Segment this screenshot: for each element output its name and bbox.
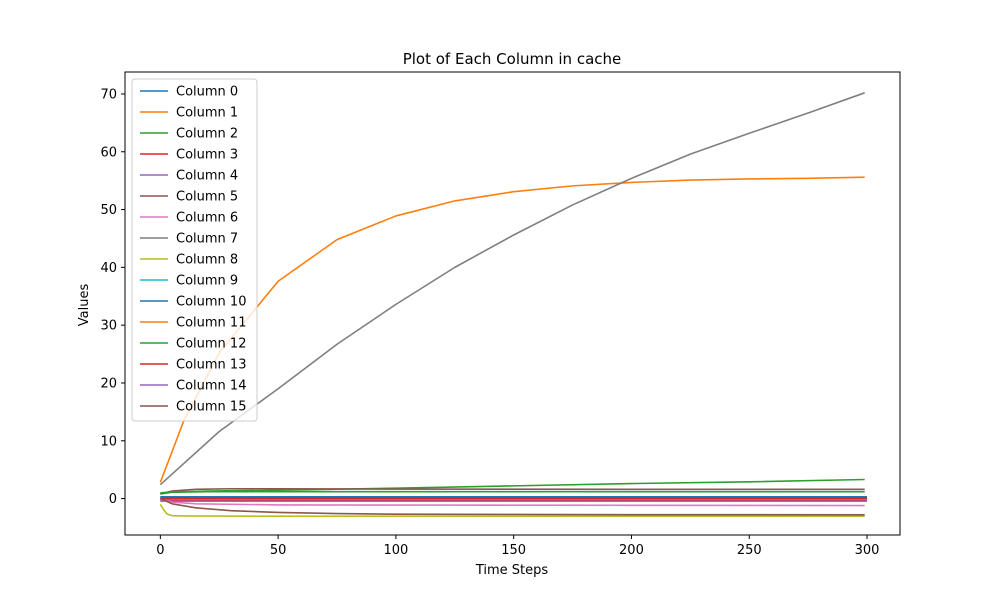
legend-label-column-14: Column 14 [176,379,246,394]
x-tick-label: 50 [270,543,287,558]
y-tick-label: 60 [100,145,117,160]
legend-label-column-4: Column 4 [176,169,238,184]
x-axis-title: Time Steps [475,563,549,578]
legend-label-column-7: Column 7 [176,232,238,247]
legend-label-column-12: Column 12 [176,337,246,352]
axes: 0 50 100 150 200 250 300 0 10 20 30 40 50 60 70 [100,71,901,558]
legend-label-column-6: Column 6 [176,211,238,226]
legend-label-column-10: Column 10 [176,295,246,310]
legend-label-column-0: Column 0 [176,85,238,100]
series-line-column-12 [160,490,865,494]
x-tick-label: 200 [619,543,644,558]
y-tick-label: 0 [109,492,117,507]
legend-label-column-8: Column 8 [176,253,238,268]
y-tick-label: 50 [100,203,117,218]
y-axis-title: Values [77,284,92,327]
series-line-column-15 [160,497,865,516]
legend-label-column-13: Column 13 [176,358,246,373]
legend-label-column-9: Column 9 [176,274,238,289]
y-tick-label: 70 [100,87,117,102]
series-line-column-8 [159,503,865,518]
chart-title: Plot of Each Column in cache [403,50,622,68]
y-tick-label: 10 [100,434,117,449]
x-tick-label: 100 [383,543,408,558]
legend-label-column-11: Column 11 [176,316,246,331]
legend-box [131,78,258,422]
plot-frame [124,71,901,536]
x-tick-label: 250 [737,543,762,558]
x-tick-label: 150 [501,543,526,558]
plot-area [159,92,868,518]
legend-label-column-15: Column 15 [176,400,246,415]
y-tick-label: 20 [100,376,117,391]
series-lines [159,92,868,518]
series-line-column-5 [160,487,865,495]
legend-label-column-1: Column 1 [176,106,238,121]
legend-label-column-5: Column 5 [176,190,238,205]
x-tick-label: 300 [855,543,880,558]
legend: Column 0 Column 1 Column 2 Column 3 Column 4… [131,78,258,422]
y-tick-label: 30 [100,319,117,334]
legend-label-column-3: Column 3 [176,148,238,163]
series-line-column-7 [159,92,865,486]
y-tick-label: 40 [100,261,117,276]
x-tick-label: 0 [156,543,164,558]
legend-label-column-2: Column 2 [176,127,238,142]
